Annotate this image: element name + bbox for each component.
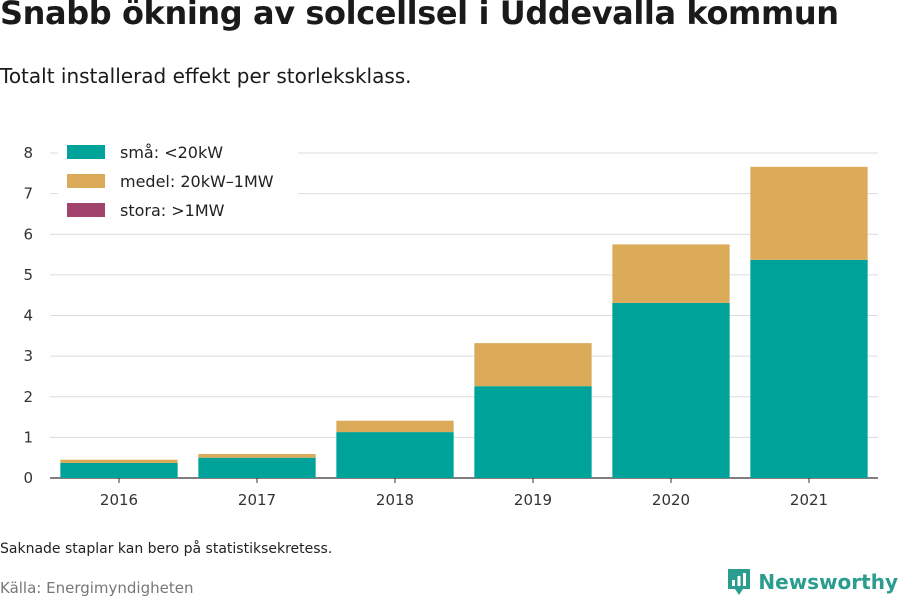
y-tick-label: 5 bbox=[23, 266, 33, 284]
chart-subtitle: Totalt installerad effekt per storlekskl… bbox=[0, 64, 412, 88]
x-tick-label: 2017 bbox=[238, 491, 276, 509]
y-tick-label: 8 bbox=[23, 144, 33, 162]
x-tick-label: 2016 bbox=[100, 491, 138, 509]
source-credit: Källa: Energimyndigheten bbox=[0, 579, 194, 597]
bar-segment-medium bbox=[750, 166, 868, 260]
legend-label: stora: >1MW bbox=[120, 201, 225, 220]
y-tick-label: 6 bbox=[23, 225, 33, 243]
y-tick-label: 4 bbox=[23, 307, 33, 325]
footnote: Saknade staplar kan bero på statistiksek… bbox=[0, 541, 333, 557]
bar-segment-small bbox=[336, 432, 454, 478]
bar-segment-medium bbox=[198, 454, 316, 458]
bar-segment-small bbox=[474, 386, 592, 478]
x-tick-label: 2019 bbox=[514, 491, 552, 509]
bar-segment-small bbox=[612, 302, 730, 478]
x-tick-label: 2018 bbox=[376, 491, 414, 509]
bar-segment-medium bbox=[474, 343, 592, 387]
x-tick-label: 2020 bbox=[652, 491, 690, 509]
bar-segment-small bbox=[198, 457, 316, 478]
legend-swatch bbox=[67, 203, 105, 217]
bar-segment-medium bbox=[612, 244, 730, 303]
legend-swatch bbox=[67, 145, 105, 159]
y-tick-label: 3 bbox=[23, 347, 33, 365]
bar-chart: 0 1 2 3 4 5 6 7 8 2016 2017 2018 2019 2020 2021 små: <2… bbox=[23, 134, 878, 509]
y-tick-label: 2 bbox=[23, 388, 33, 406]
brand-logo: Newsworthy bbox=[726, 567, 898, 597]
bar-segment-medium bbox=[336, 420, 454, 433]
legend-label: små: <20kW bbox=[120, 143, 223, 162]
newsworthy-logo-icon bbox=[728, 569, 751, 595]
bar-segment-small bbox=[750, 259, 868, 478]
y-tick-label: 0 bbox=[23, 469, 33, 487]
y-tick-label: 1 bbox=[23, 428, 33, 446]
bar-segment-small bbox=[60, 462, 178, 478]
chart-title: Snabb ökning av solcellsel i Uddevalla k… bbox=[0, 0, 839, 32]
x-tick-label: 2021 bbox=[790, 491, 828, 509]
legend-swatch bbox=[67, 174, 105, 188]
y-tick-label: 7 bbox=[23, 185, 33, 203]
brand-name: Newsworthy bbox=[758, 570, 898, 594]
bar-segment-medium bbox=[60, 459, 178, 463]
legend-label: medel: 20kW–1MW bbox=[120, 172, 274, 191]
